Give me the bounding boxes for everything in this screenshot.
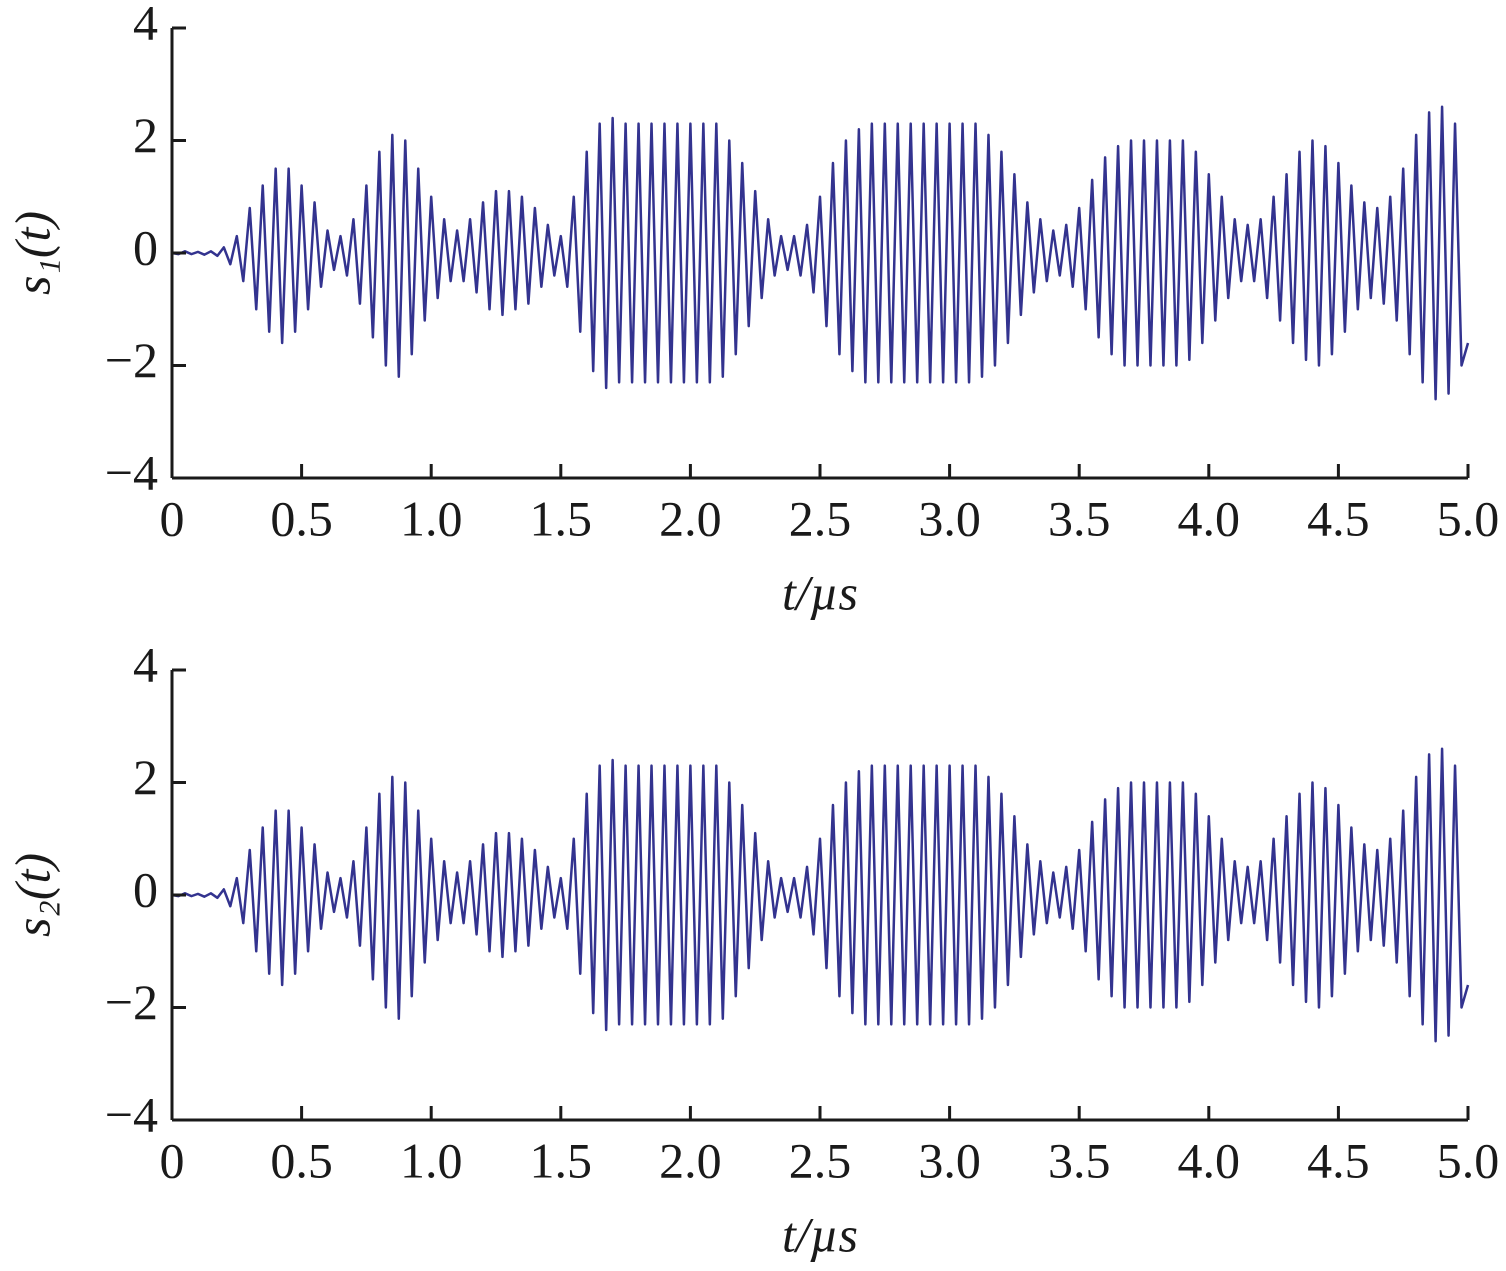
x-tick-label: 2.5 [789,1132,852,1188]
y-tick-label: 2 [133,107,158,163]
x-tick-label: 5.0 [1437,1132,1500,1188]
x-tick-label: 3.0 [918,1132,981,1188]
y-tick-label: −4 [105,1086,158,1142]
x-tick-label: 3.5 [1048,490,1111,546]
x-tick-label: 0 [160,1132,185,1188]
x-tick-label: 2.0 [659,490,722,546]
y-tick-label: 4 [133,636,158,692]
x-tick-label: 1.5 [530,490,593,546]
y-axis-label: s₂(t) [4,853,60,937]
x-tick-label: 4.5 [1307,1132,1370,1188]
x-tick-label: 3.5 [1048,1132,1111,1188]
y-axis-label: s₁(t) [4,211,60,295]
x-tick-label: 1.0 [400,1132,463,1188]
x-tick-label: 0.5 [270,1132,333,1188]
y-tick-label: 2 [133,749,158,805]
x-tick-label: 2.0 [659,1132,722,1188]
x-tick-label: 0.5 [270,490,333,546]
x-tick-label: 4.0 [1178,490,1241,546]
y-tick-label: −2 [105,974,158,1030]
x-tick-label: 1.5 [530,1132,593,1188]
y-tick-label: −4 [105,444,158,500]
y-tick-label: 0 [133,861,158,917]
y-tick-label: −2 [105,332,158,388]
x-tick-label: 2.5 [789,490,852,546]
x-tick-label: 0 [160,490,185,546]
x-tick-label: 4.0 [1178,1132,1241,1188]
x-axis-label: t/µs [782,564,858,620]
y-tick-label: 0 [133,219,158,275]
x-tick-label: 4.5 [1307,490,1370,546]
x-axis-label: t/µs [782,1206,858,1262]
x-tick-label: 3.0 [918,490,981,546]
x-tick-label: 1.0 [400,490,463,546]
data-line [171,747,1470,1043]
x-tick-label: 5.0 [1437,490,1500,546]
y-tick-label: 4 [133,0,158,50]
data-line [171,105,1470,401]
